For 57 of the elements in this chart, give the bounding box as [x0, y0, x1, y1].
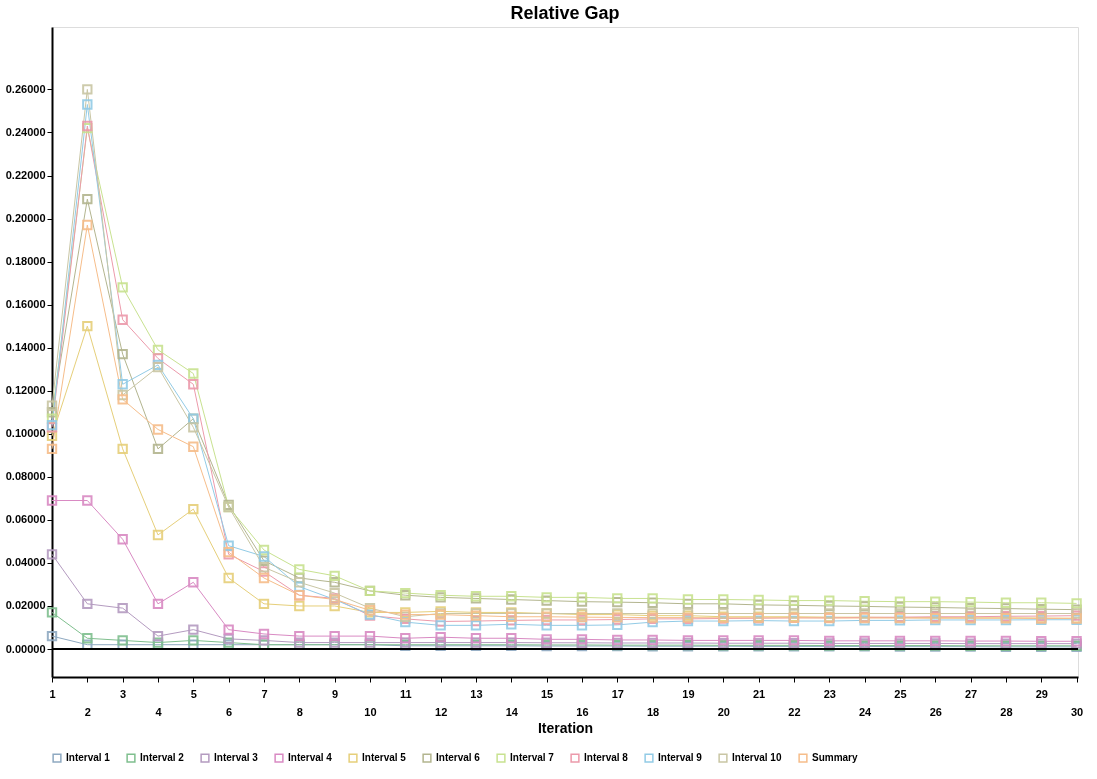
x-tick-label: 10	[364, 705, 377, 718]
x-tick-label: 14	[505, 705, 519, 718]
x-axis-title: Iteration	[537, 719, 594, 736]
x-tick-label: 9	[332, 687, 339, 700]
legend-label: Interval 2	[140, 752, 185, 764]
x-tick-label: 17	[611, 687, 624, 700]
x-tick-label: 12	[435, 705, 448, 718]
y-tick-label: 0.08000	[5, 470, 46, 483]
x-tick-label: 3	[120, 687, 127, 700]
x-tick-label: 22	[788, 705, 801, 718]
x-tick-label: 2	[84, 705, 91, 718]
x-tick-label: 29	[1035, 687, 1048, 700]
legend-label: Summary	[812, 752, 859, 764]
x-tick-label: 26	[929, 705, 942, 718]
y-tick-label: 0.16000	[5, 298, 46, 311]
x-tick-label: 20	[717, 705, 730, 718]
legend-label: Interval 8	[584, 752, 629, 764]
x-tick-label: 15	[541, 687, 554, 700]
x-tick-label: 28	[1000, 705, 1013, 718]
y-tick-label: 0.00000	[5, 642, 46, 655]
legend-label: Interval 4	[288, 752, 333, 764]
y-tick-label: 0.26000	[5, 82, 46, 95]
x-tick-label: 4	[155, 705, 163, 718]
legend-label: Interval 3	[214, 752, 259, 764]
x-tick-label: 16	[576, 705, 589, 718]
y-tick-label: 0.02000	[5, 599, 46, 612]
legend-label: Interval 9	[658, 752, 703, 764]
y-tick-label: 0.24000	[5, 125, 46, 138]
x-tick-label: 30	[1070, 705, 1084, 718]
x-tick-label: 11	[399, 687, 412, 700]
x-tick-label: 5	[190, 687, 197, 700]
legend-label: Interval 5	[362, 752, 407, 764]
y-tick-label: 0.20000	[5, 212, 46, 225]
legend-label: Interval 6	[436, 752, 481, 764]
y-tick-label: 0.22000	[5, 169, 46, 182]
legend-label: Interval 1	[66, 752, 111, 764]
x-tick-label: 25	[894, 687, 907, 700]
legend-label: Interval 10	[732, 752, 782, 764]
y-tick-label: 0.12000	[5, 384, 46, 397]
chart-title: Relative Gap	[510, 3, 620, 23]
y-tick-label: 0.14000	[5, 341, 46, 354]
x-tick-label: 13	[470, 687, 483, 700]
x-tick-label: 24	[858, 705, 873, 718]
x-tick-label: 6	[226, 705, 233, 718]
y-tick-label: 0.18000	[5, 255, 46, 268]
x-tick-label: 8	[296, 705, 303, 718]
x-tick-label: 23	[823, 687, 836, 700]
y-tick-label: 0.10000	[5, 427, 46, 440]
x-tick-label: 19	[682, 687, 695, 700]
x-tick-label: 27	[964, 687, 978, 700]
x-tick-label: 7	[261, 687, 268, 700]
x-tick-label: 21	[752, 687, 766, 700]
y-tick-label: 0.04000	[5, 556, 46, 569]
legend-label: Interval 7	[510, 752, 555, 764]
y-tick-label: 0.06000	[5, 513, 46, 526]
x-tick-label: 1	[49, 687, 56, 700]
x-tick-label: 18	[646, 705, 660, 718]
